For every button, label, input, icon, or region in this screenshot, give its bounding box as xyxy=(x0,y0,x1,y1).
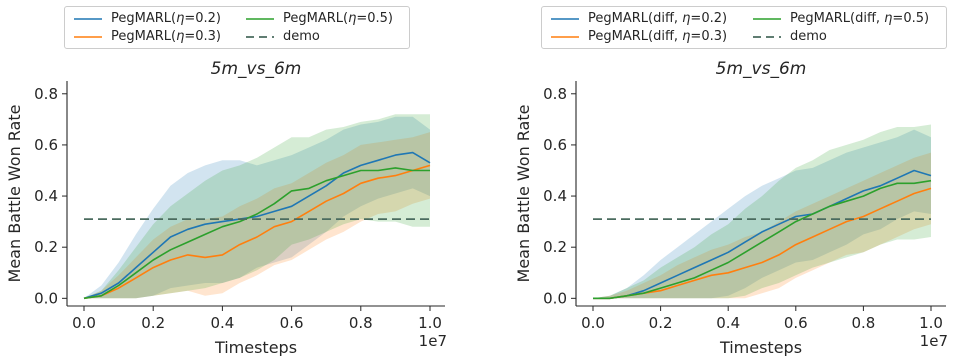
legend-item: demo xyxy=(245,29,401,44)
legend-label: PegMARL(diff, η=0.5) xyxy=(790,11,930,26)
y-tick-label: 0.2 xyxy=(34,238,58,256)
y-tick-label: 0.6 xyxy=(34,136,58,154)
series-line xyxy=(83,164,431,300)
y-axis-label: Mean Battle Won Rate xyxy=(514,105,533,283)
confidence-band xyxy=(84,114,430,299)
series-line xyxy=(593,179,932,300)
chart-panel-left: 0.0 0.2 0.4 0.6 0.8 1.0 0.0 0.2 0.4 0.6 0.8 1e7 Time… xyxy=(5,59,447,356)
legend-swatch xyxy=(752,32,782,42)
legend-swatch xyxy=(550,14,580,24)
x-exponent-label: 1e7 xyxy=(419,332,447,350)
y-tick-label: 0.4 xyxy=(543,187,567,205)
legend-item: PegMARL(diff, η=0.3) xyxy=(550,29,736,44)
legend-label: PegMARL(η=0.2) xyxy=(111,11,221,26)
legend-swatch xyxy=(245,32,275,42)
chart-title: 5m_vs_6m xyxy=(716,59,807,79)
chart-panel-right: 0.0 0.2 0.4 0.6 0.8 1.0 0.0 0.2 0.4 0.6 0.8 1e7 Time… xyxy=(514,59,948,356)
x-tick-label: 0.0 xyxy=(72,314,96,332)
x-tick-label: 0.6 xyxy=(280,314,304,332)
legend-item: PegMARL(η=0.2) xyxy=(73,11,229,26)
x-tick-label: 0.4 xyxy=(210,314,234,332)
legend-left: PegMARL(η=0.2) PegMARL(η=0.5) PegMARL(η=0.… xyxy=(64,6,410,49)
x-axis-label: Timesteps xyxy=(719,338,802,356)
legend-label: PegMARL(diff, η=0.2) xyxy=(588,11,728,26)
x-axis-label: Timesteps xyxy=(214,338,297,356)
y-tick-label: 0.0 xyxy=(543,289,567,307)
legend-swatch xyxy=(550,32,580,42)
y-axis-label: Mean Battle Won Rate xyxy=(5,105,24,283)
legend-item: PegMARL(η=0.5) xyxy=(245,11,401,26)
legend-right: PegMARL(diff, η=0.2) PegMARL(diff, η=0.5)… xyxy=(541,6,947,49)
legend-swatch xyxy=(245,14,275,24)
x-tick-label: 1.0 xyxy=(418,314,442,332)
x-tick-label: 0.4 xyxy=(716,314,740,332)
x-tick-label: 0.2 xyxy=(141,314,165,332)
legend-swatch xyxy=(73,14,103,24)
series-line xyxy=(593,169,932,300)
legend-swatch xyxy=(752,14,782,24)
x-tick-label: 0.2 xyxy=(649,314,673,332)
x-tick-label: 0.0 xyxy=(581,314,605,332)
y-tick-label: 0.4 xyxy=(34,187,58,205)
confidence-band xyxy=(593,129,931,299)
series-line xyxy=(593,187,932,300)
legend-label: demo xyxy=(790,29,827,44)
x-tick-label: 0.6 xyxy=(784,314,808,332)
legend-item: demo xyxy=(752,29,938,44)
legend-item: PegMARL(η=0.3) xyxy=(73,29,229,44)
confidence-band xyxy=(593,124,931,299)
legend-item: PegMARL(diff, η=0.2) xyxy=(550,11,736,26)
series-line xyxy=(83,151,431,300)
legend-label: PegMARL(η=0.3) xyxy=(111,29,221,44)
x-tick-label: 0.8 xyxy=(349,314,373,332)
y-tick-label: 0.0 xyxy=(34,289,58,307)
y-tick-label: 0.8 xyxy=(34,85,58,103)
y-tick-label: 0.6 xyxy=(543,136,567,154)
chart-title: 5m_vs_6m xyxy=(211,59,302,79)
x-exponent-label: 1e7 xyxy=(920,332,948,350)
legend-swatch xyxy=(73,32,103,42)
x-tick-label: 1.0 xyxy=(919,314,943,332)
y-tick-label: 0.2 xyxy=(543,238,567,256)
legend-item: PegMARL(diff, η=0.5) xyxy=(752,11,938,26)
y-tick-label: 0.8 xyxy=(543,85,567,103)
legend-label: demo xyxy=(283,29,320,44)
series-line xyxy=(83,167,430,300)
confidence-band xyxy=(593,152,931,299)
legend-label: PegMARL(η=0.5) xyxy=(283,11,393,26)
legend-label: PegMARL(diff, η=0.3) xyxy=(588,29,728,44)
x-tick-label: 0.8 xyxy=(851,314,875,332)
confidence-band xyxy=(84,116,430,299)
